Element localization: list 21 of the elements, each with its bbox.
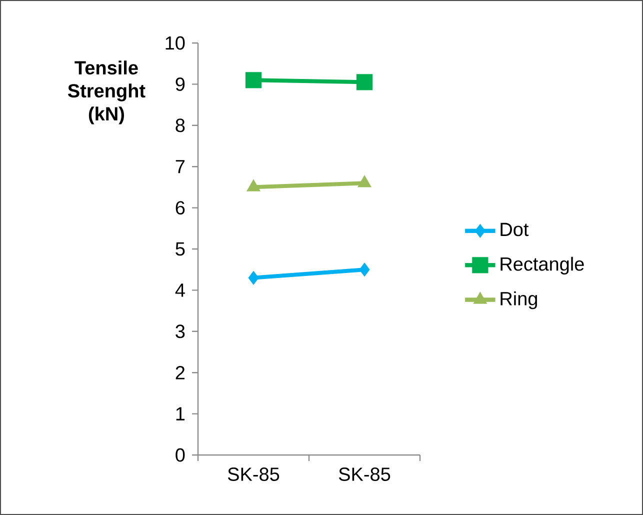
y-axis-title: Tensile Strenght (kN) — [68, 60, 146, 124]
point — [359, 262, 370, 277]
legend-label: Dot — [500, 222, 529, 236]
legend-label: Rectangle — [500, 256, 584, 275]
y-tick-label: 8 — [176, 118, 185, 132]
point — [245, 72, 262, 88]
x-tick-label: SK-85 — [228, 468, 280, 481]
y-tick-label: 0 — [176, 448, 185, 462]
y-tick-label: 9 — [176, 77, 185, 91]
point — [356, 74, 373, 90]
y-tick-label: 6 — [176, 201, 185, 215]
y-tick-label: 5 — [176, 242, 185, 256]
y-tick-label: 2 — [176, 366, 185, 380]
y-tick-label: 10 — [166, 36, 185, 50]
legend-label: Ring — [500, 291, 537, 310]
point — [248, 270, 259, 285]
x-tick-label: SK-85 — [338, 468, 390, 481]
y-tick-label: 7 — [176, 160, 185, 174]
y-tick-label: 4 — [175, 284, 185, 297]
y-tick-label: 3 — [176, 324, 185, 338]
y-tick-label: 1 — [176, 407, 185, 420]
